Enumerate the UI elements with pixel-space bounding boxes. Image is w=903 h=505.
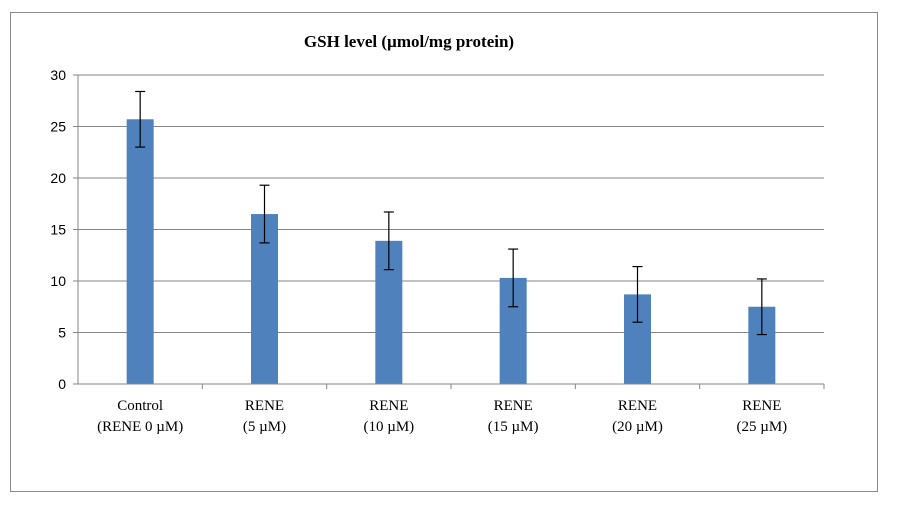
error-bar (383, 211, 394, 271)
y-tick-label: 5 (58, 325, 66, 341)
y-tick-label: 0 (58, 376, 66, 392)
error-bar (632, 265, 643, 323)
chart-title: GSH level (µmol/mg protein) (304, 32, 514, 51)
x-tick-label: RENE (25 µM) (736, 398, 787, 435)
x-tick-label: RENE (10 µM) (363, 398, 414, 435)
error-bar (756, 278, 767, 336)
y-tick-label: 15 (50, 222, 66, 238)
error-bar (135, 90, 146, 148)
y-tick-label: 25 (50, 119, 66, 135)
bar (126, 119, 154, 384)
error-bar (508, 248, 519, 308)
chart-frame (10, 12, 878, 492)
error-bar (259, 184, 270, 244)
y-tick-label: 20 (50, 170, 66, 186)
x-tick-label: RENE (5 µM) (243, 398, 286, 435)
x-tick-label: RENE (15 µM) (488, 398, 539, 435)
y-tick-label: 30 (50, 67, 66, 83)
x-tick-label: RENE (20 µM) (612, 398, 663, 435)
x-tick-label: Control (RENE 0 µM) (97, 398, 183, 435)
y-tick-label: 10 (50, 273, 66, 289)
